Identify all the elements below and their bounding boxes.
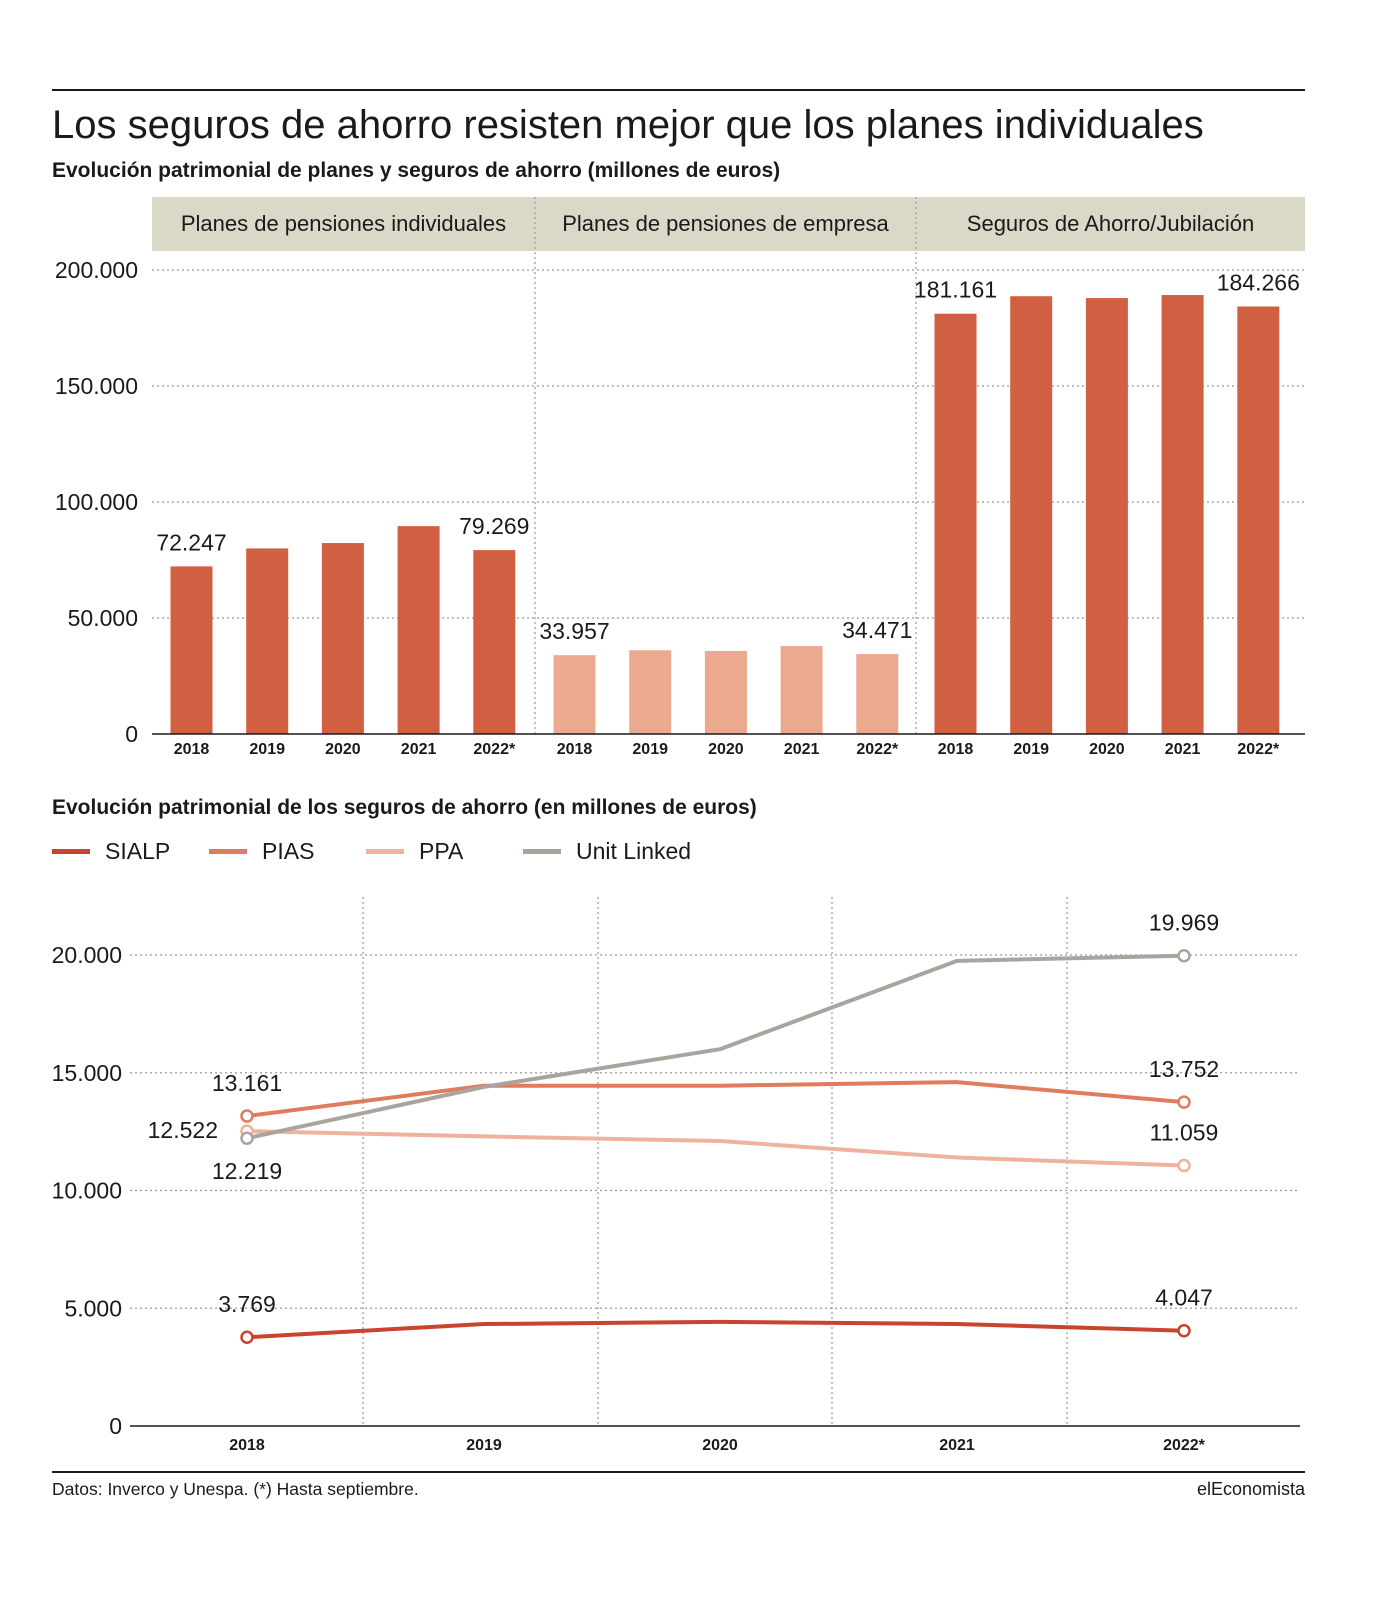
legend-label: PPA xyxy=(419,838,464,864)
line-data-label: 12.219 xyxy=(212,1158,282,1184)
bar-x-tick-label: 2019 xyxy=(632,741,668,758)
line-y-tick-label: 0 xyxy=(109,1413,122,1439)
bar-x-tick-label: 2019 xyxy=(1013,741,1049,758)
panel-header-company-plans: Planes de pensiones de empresa xyxy=(562,211,889,236)
bar xyxy=(704,650,747,734)
legend-label: PIAS xyxy=(262,838,315,864)
line-y-tick-label: 5.000 xyxy=(64,1295,122,1321)
bar xyxy=(1010,296,1053,734)
bar xyxy=(473,550,516,734)
legend-label: SIALP xyxy=(105,838,171,864)
bar-data-label: 33.957 xyxy=(539,618,609,644)
line-y-tick-label: 20.000 xyxy=(52,942,122,968)
bar-x-tick-label: 2022* xyxy=(473,741,516,758)
bar-y-tick-label: 100.000 xyxy=(55,489,138,515)
line-chart: 0 5.000 10.000 15.000 20.000 2018 2019 2020 2021… xyxy=(52,897,1300,1454)
top-rule xyxy=(52,89,1305,91)
bar xyxy=(934,313,977,734)
legend-swatch xyxy=(366,848,404,854)
page-title: Los seguros de ahorro resisten mejor que… xyxy=(52,103,1204,147)
bar-data-label: 181.161 xyxy=(914,277,997,303)
line-data-label: 19.969 xyxy=(1149,910,1219,936)
legend-item-pias: PIAS xyxy=(209,836,366,866)
data-point-marker xyxy=(1177,1095,1191,1109)
bar-chart-subtitle: Evolución patrimonial de planes y seguro… xyxy=(52,159,781,182)
line-chart-legend: SIALP PIAS PPA Unit Linked xyxy=(52,836,691,866)
bar xyxy=(1085,298,1128,734)
bar xyxy=(246,548,289,734)
line-data-label: 3.769 xyxy=(218,1291,276,1317)
legend-swatch xyxy=(523,848,561,854)
bar-x-tick-label: 2021 xyxy=(1165,741,1201,758)
bar-x-tick-label: 2018 xyxy=(557,741,593,758)
line-x-tick-label: 2019 xyxy=(466,1437,502,1454)
line-data-label: 13.752 xyxy=(1149,1056,1219,1082)
line-chart-subtitle: Evolución patrimonial de los seguros de … xyxy=(52,796,757,819)
line-x-tick-label: 2020 xyxy=(702,1437,738,1454)
bar-data-label: 72.247 xyxy=(156,529,226,555)
line-x-tick-label: 2018 xyxy=(229,1437,265,1454)
data-point-marker xyxy=(1177,1323,1191,1338)
line-y-tick-label: 15.000 xyxy=(52,1060,122,1086)
panel-header-band: Planes de pensiones individuales Planes … xyxy=(152,197,1305,251)
bar-x-tick-label: 2020 xyxy=(708,741,744,758)
line-sialp xyxy=(245,1319,1186,1340)
bar-data-label: 79.269 xyxy=(459,513,529,539)
bar-x-tick-label: 2020 xyxy=(1089,741,1125,758)
bar-x-tick-label: 2018 xyxy=(174,741,210,758)
bar xyxy=(1237,306,1280,734)
line-data-label: 12.522 xyxy=(148,1117,218,1143)
bar xyxy=(397,526,440,734)
data-point-marker xyxy=(240,1131,254,1145)
bar xyxy=(780,646,823,734)
legend-item-unit-linked: Unit Linked xyxy=(523,836,691,866)
bar-x-tick-label: 2020 xyxy=(325,741,361,758)
line-x-tick-label: 2022* xyxy=(1163,1437,1206,1454)
legend-item-ppa: PPA xyxy=(366,836,523,866)
panel-header-individual-plans: Planes de pensiones individuales xyxy=(180,211,507,236)
bar-data-label: 34.471 xyxy=(842,617,912,643)
bar-y-tick-label: 200.000 xyxy=(55,257,138,283)
bar xyxy=(321,543,364,734)
bar xyxy=(170,566,213,734)
line-pias xyxy=(245,1080,1186,1119)
brand-logo-text: elEconomista xyxy=(1196,1479,1305,1499)
data-point-marker xyxy=(1177,948,1191,963)
bar-y-tick-label: 50.000 xyxy=(68,605,138,631)
line-x-tick-label: 2021 xyxy=(939,1437,975,1454)
data-point-marker xyxy=(1177,1158,1191,1173)
bar-x-tick-label: 2019 xyxy=(249,741,285,758)
line-data-label: 13.161 xyxy=(212,1070,282,1096)
bar xyxy=(553,655,596,734)
bar-x-tick-label: 2018 xyxy=(938,741,974,758)
bar-chart: 0 50.000 100.000 150.000 200.000 2018 72.247 20… xyxy=(55,197,1305,758)
bar-x-tick-label: 2022* xyxy=(1237,741,1280,758)
bar-y-tick-label: 150.000 xyxy=(55,373,138,399)
bar xyxy=(629,650,672,734)
legend-swatch xyxy=(209,848,247,854)
bar-y-tick-label: 0 xyxy=(125,721,138,747)
source-note: Datos: Inverco y Unespa. (*) Hasta septi… xyxy=(52,1479,419,1499)
bar xyxy=(1161,295,1204,734)
bar-x-tick-label: 2021 xyxy=(784,741,820,758)
legend-label: Unit Linked xyxy=(576,838,692,864)
legend-swatch xyxy=(52,848,90,854)
panel-header-savings-insurance: Seguros de Ahorro/Jubilación xyxy=(966,211,1255,236)
bar-x-tick-label: 2021 xyxy=(401,741,437,758)
bar-data-label: 184.266 xyxy=(1217,270,1300,296)
line-data-label: 11.059 xyxy=(1150,1120,1219,1146)
line-unit-linked xyxy=(245,953,1186,1141)
data-point-marker xyxy=(240,1330,254,1344)
line-y-tick-label: 10.000 xyxy=(52,1178,122,1204)
legend-item-sialp: SIALP xyxy=(52,836,209,866)
bar-x-tick-label: 2022* xyxy=(856,741,899,758)
footer-rule xyxy=(52,1471,1305,1473)
data-point-marker xyxy=(240,1109,254,1123)
line-data-label: 4.047 xyxy=(1155,1285,1213,1311)
bar xyxy=(856,654,899,734)
line-ppa xyxy=(245,1129,1186,1168)
